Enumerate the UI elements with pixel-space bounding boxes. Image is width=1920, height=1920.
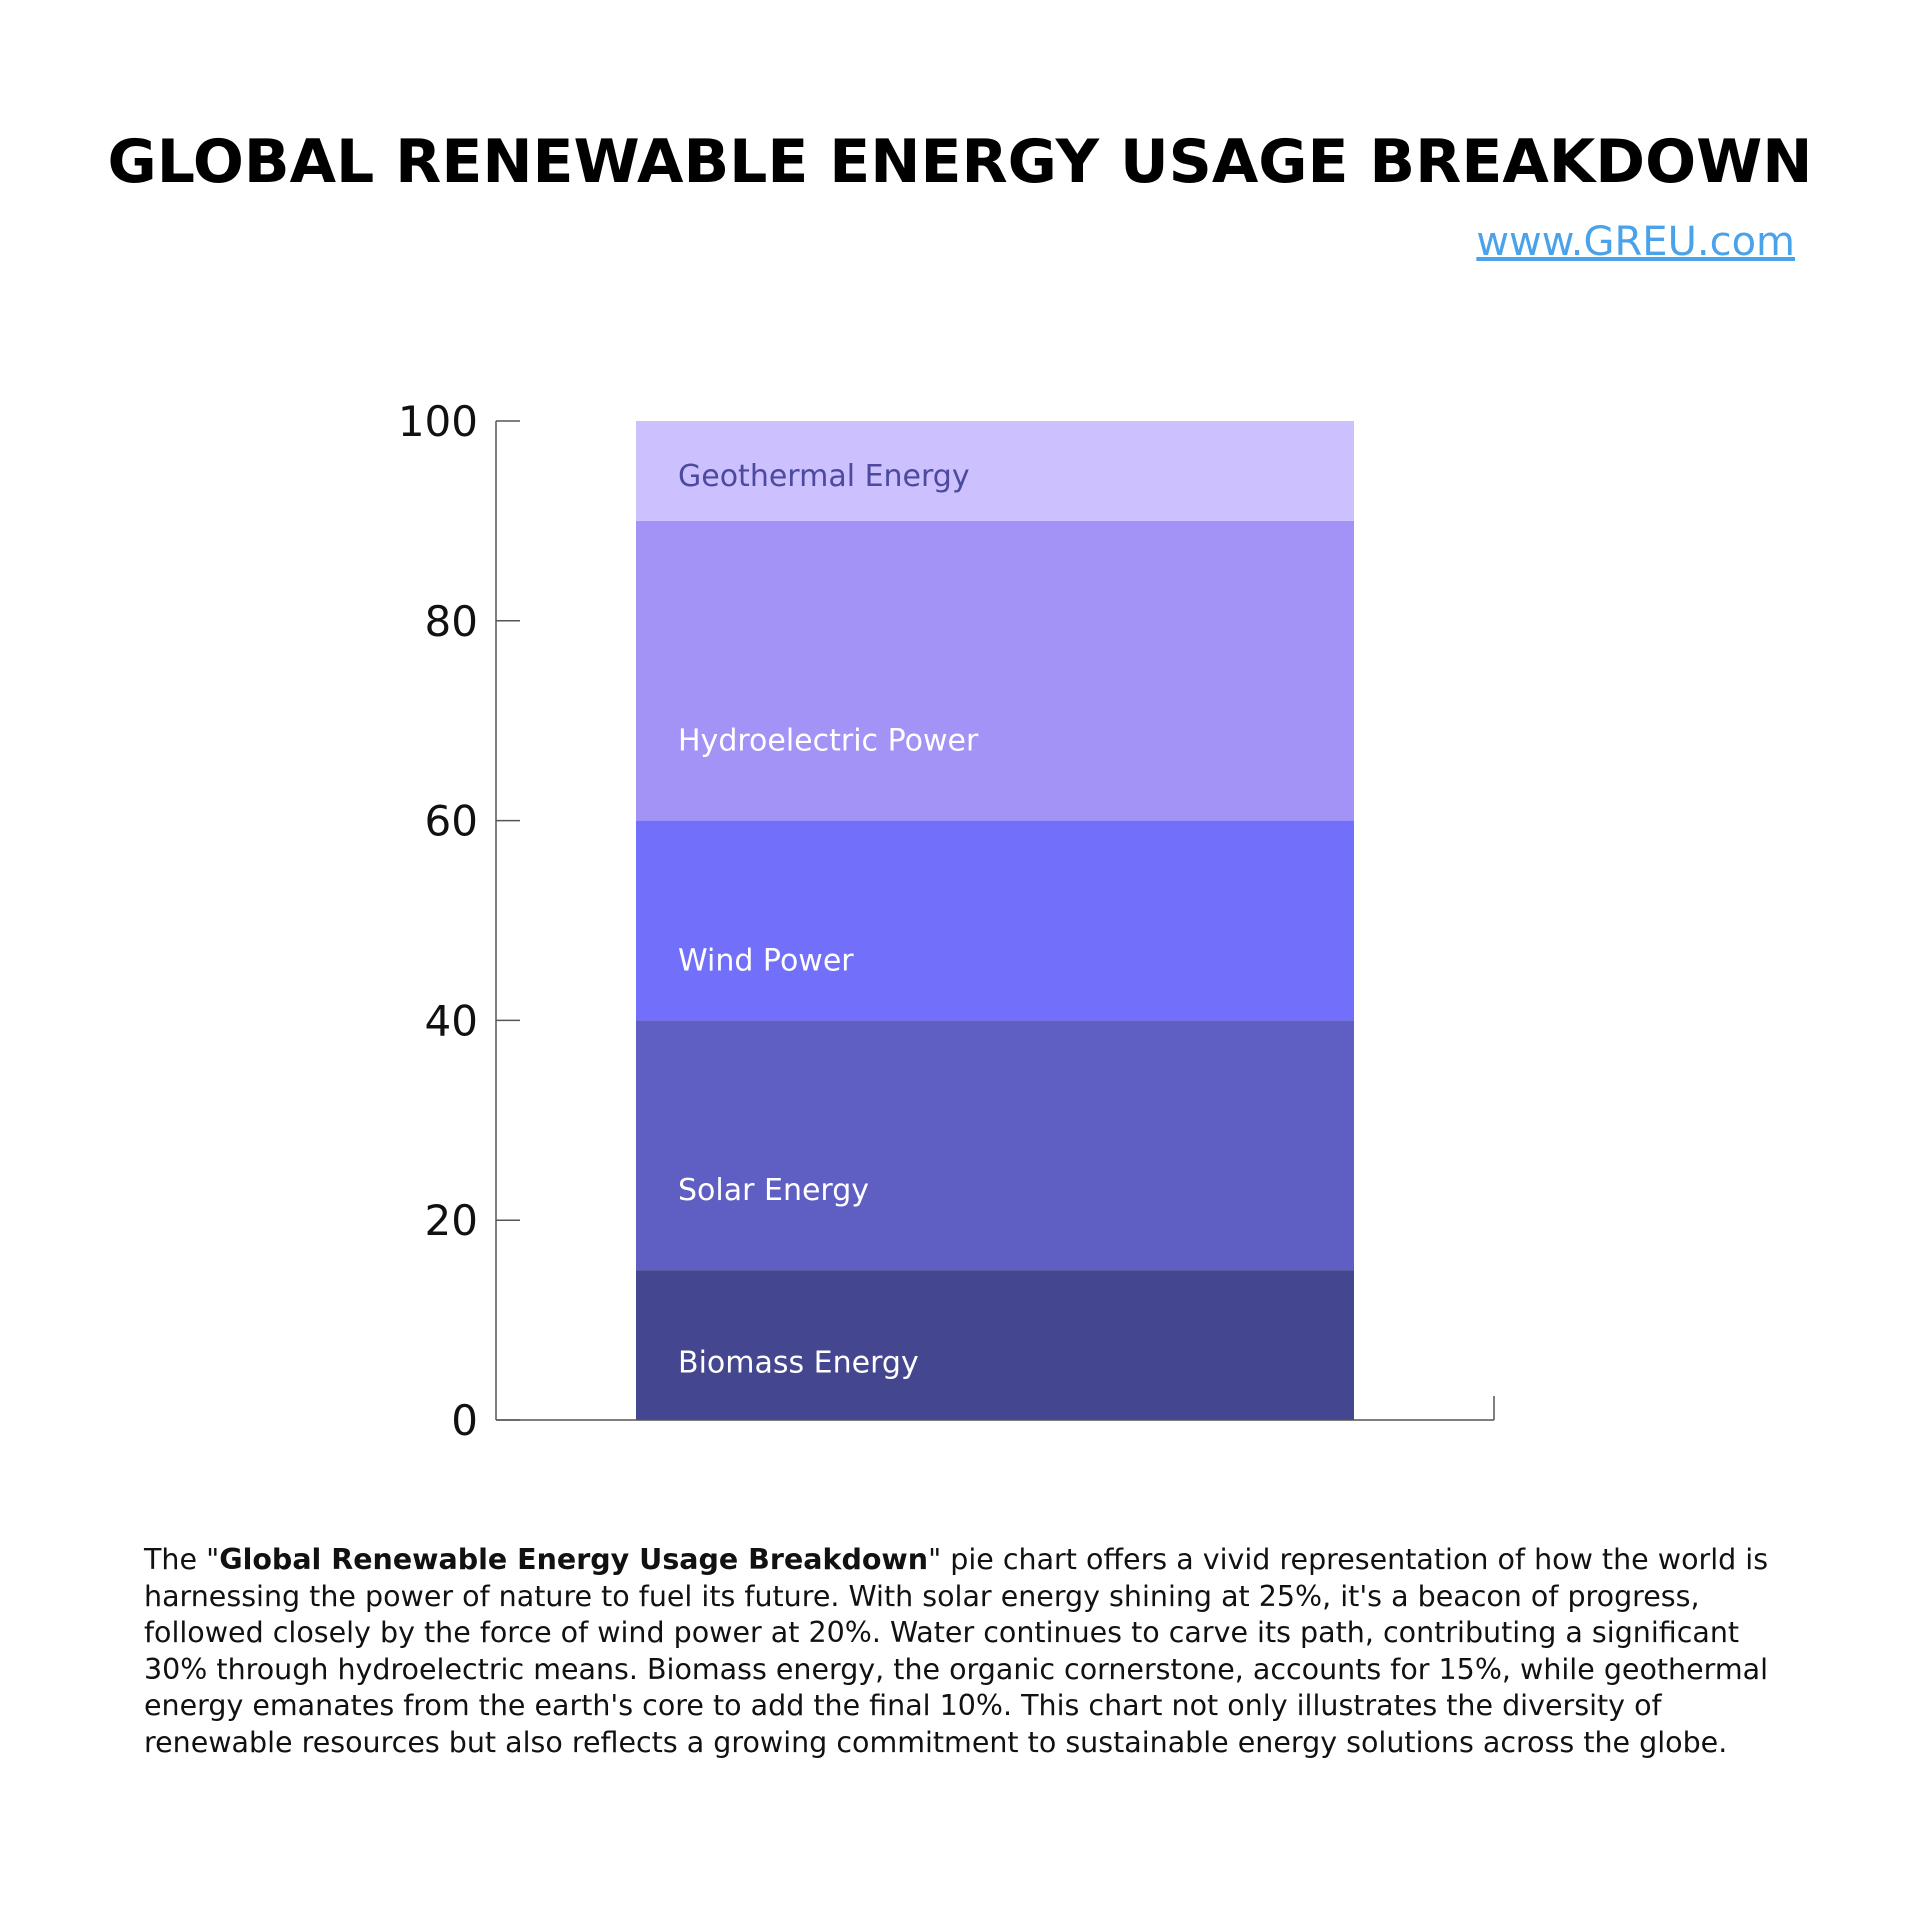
segment-label: Biomass Energy — [678, 1346, 919, 1381]
website-link[interactable]: www.GREU.com — [1476, 219, 1795, 265]
y-tick-label: 60 — [425, 797, 478, 846]
y-tick-label: 40 — [425, 996, 478, 1045]
chart-title: GLOBAL RENEWABLE ENERGY USAGE BREAKDOWN — [107, 127, 1813, 197]
bar-segment — [636, 421, 1354, 521]
chart-description: The "Global Renewable Energy Usage Break… — [144, 1542, 1784, 1761]
bar-segment — [636, 520, 1354, 821]
y-axis-ticks: 0 20 40 60 80 100 — [398, 397, 520, 1445]
y-tick-label: 20 — [425, 1196, 478, 1245]
bar-segment — [636, 1270, 1354, 1420]
y-tick-label: 80 — [425, 597, 478, 646]
description-bold-title: Global Renewable Energy Usage Breakdown — [219, 1543, 929, 1576]
segment-label: Hydroelectric Power — [678, 724, 979, 759]
segment-label: Solar Energy — [678, 1173, 869, 1208]
description-body: " pie chart offers a vivid representatio… — [144, 1543, 1769, 1759]
segment-label: Geothermal Energy — [678, 459, 970, 494]
bar-segment — [636, 820, 1354, 1021]
y-tick-label: 100 — [398, 397, 478, 446]
segment-label: Wind Power — [678, 943, 854, 978]
bar-segments — [636, 421, 1354, 1420]
axes — [495, 421, 1495, 1421]
segment-labels: Biomass Energy Solar Energy Wind Power Hydr… — [678, 459, 979, 1381]
bar-segment — [636, 1020, 1354, 1271]
y-tick-label: 0 — [451, 1396, 478, 1445]
description-prefix: The " — [144, 1543, 220, 1576]
